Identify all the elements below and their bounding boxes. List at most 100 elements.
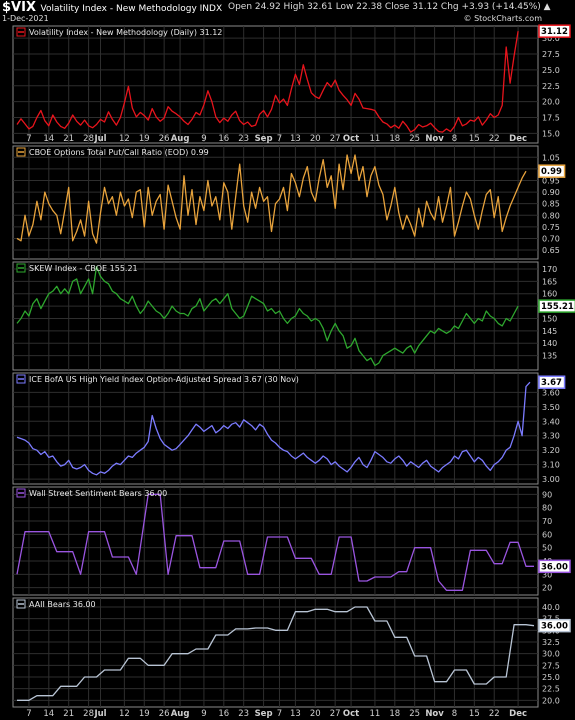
x-axis-label-top: 16	[218, 134, 229, 144]
y-tick-label: 150	[542, 314, 557, 323]
last-value-label: 31.12	[541, 27, 568, 37]
panel-6-frame	[12, 597, 539, 708]
symbol-name: Volatility Index - New Methodology INDX	[40, 4, 223, 14]
last-value-label: 155.21	[541, 302, 574, 312]
y-tick-label: 22.5	[542, 685, 560, 694]
x-axis-label-top: 13	[290, 134, 301, 144]
panel-2-frame	[12, 145, 539, 260]
x-axis-label-bottom: 25	[409, 709, 420, 719]
x-axis-label-bottom: 12	[119, 709, 130, 719]
chart-header: $VIX Volatility Index - New Methodology …	[0, 0, 575, 26]
y-tick-label: 0.85	[542, 200, 560, 209]
series-line-5	[16, 493, 534, 591]
y-tick-label: 0.95	[542, 176, 560, 185]
x-axis-label-bottom: 19	[139, 709, 150, 719]
x-axis-label-top: 28	[83, 134, 94, 144]
chart-date: 1-Dec-2021	[2, 14, 49, 23]
y-tick-label: 27.5	[542, 661, 560, 670]
series-line-1	[16, 31, 519, 133]
last-value-box	[538, 618, 571, 633]
panel-5-frame	[12, 486, 539, 596]
y-tick-label: 30.0	[542, 34, 560, 43]
y-tick-label: 0.65	[542, 246, 560, 255]
x-axis-label-top: 19	[139, 134, 150, 144]
y-tick-label: 30	[542, 570, 552, 579]
x-axis-label-bottom: 15	[469, 709, 480, 719]
series-line-2	[16, 154, 527, 244]
x-axis-label-bottom: 13	[290, 709, 301, 719]
x-axis-label-top: 7	[277, 134, 282, 144]
x-axis-label-bottom: 22	[489, 709, 500, 719]
last-value-label: 3.67	[541, 378, 562, 388]
x-axis-label-top: Nov	[425, 134, 444, 144]
x-axis-label-bottom: 11	[370, 709, 381, 719]
x-axis-label-bottom: 18	[389, 709, 400, 719]
x-axis-label-bottom: 16	[218, 709, 229, 719]
y-tick-label: 27.5	[542, 50, 560, 59]
x-axis-label-top: Aug	[171, 134, 190, 144]
y-tick-label: 80	[542, 504, 552, 513]
x-axis-label-top: 20	[310, 134, 321, 144]
y-tick-label: 3.20	[542, 446, 560, 455]
x-axis-label-bottom: Nov	[425, 709, 444, 719]
last-value-box	[538, 164, 566, 178]
x-axis-label-top: Jul	[93, 134, 106, 144]
x-axis-label-bottom: Sep	[255, 709, 273, 719]
x-axis-label-top: 23	[238, 134, 249, 144]
x-axis-label-bottom: 21	[63, 709, 74, 719]
x-axis-label-bottom: 20	[310, 709, 321, 719]
y-tick-label: 0.75	[542, 223, 560, 232]
last-value-box	[538, 24, 571, 38]
y-tick-label: 60	[542, 530, 552, 539]
panel-1-frame	[12, 25, 539, 144]
x-axis-label-top: 9	[201, 134, 206, 144]
y-tick-label: 165	[542, 277, 557, 286]
ohlc-readout: Open 24.92 High 32.61 Low 22.38 Close 31…	[228, 2, 551, 12]
y-tick-label: 20.0	[542, 696, 560, 705]
series-line-4	[16, 381, 531, 476]
x-axis-label-bottom: Oct	[343, 709, 359, 719]
x-axis-label-top: 14	[43, 134, 54, 144]
y-tick-label: 50	[542, 544, 552, 553]
x-axis-label-bottom: 23	[238, 709, 249, 719]
last-value-box	[538, 559, 571, 574]
symbol-title: $VIX Volatility Index - New Methodology …	[2, 0, 223, 15]
last-value-label: 36.00	[541, 622, 568, 632]
stockcharts-credit: © StockCharts.com	[463, 14, 542, 23]
panel-title: AAII Bears 36.00	[29, 600, 96, 609]
panel-title: CBOE Options Total Put/Call Ratio (EOD) …	[29, 148, 209, 157]
y-tick-label: 3.50	[542, 403, 560, 412]
y-tick-label: 15.0	[542, 129, 560, 138]
x-axis-label-bottom: Aug	[171, 709, 190, 719]
x-axis-label-bottom: 9	[201, 709, 206, 719]
last-value-label: 0.99	[541, 167, 562, 177]
x-axis-label-top: Oct	[343, 134, 359, 144]
x-axis-label-top: 18	[389, 134, 400, 144]
x-axis-label-top: Sep	[255, 134, 273, 144]
x-axis-label-bottom: 14	[43, 709, 54, 719]
y-tick-label: 3.60	[542, 388, 560, 397]
x-axis-label-top: 15	[469, 134, 480, 144]
y-tick-label: 145	[542, 327, 557, 336]
x-axis-label-bottom: 7	[26, 709, 31, 719]
y-tick-label: 160	[542, 290, 557, 299]
y-tick-label: 135	[542, 352, 557, 361]
panel-title: Wall Street Sentiment Bears 36.00	[29, 489, 167, 498]
x-axis-label-bottom: 8	[452, 709, 457, 719]
y-tick-label: 170	[542, 265, 557, 274]
x-axis-label-top: 27	[330, 134, 341, 144]
x-axis-label-bottom: 7	[277, 709, 282, 719]
y-tick-label: 70	[542, 517, 552, 526]
x-axis-label-top: Dec	[509, 134, 527, 144]
series-line-3	[16, 265, 519, 367]
y-tick-label: 1.05	[542, 153, 560, 162]
panel-3-frame	[12, 261, 539, 371]
last-value-box	[538, 375, 566, 389]
x-axis-label-bottom: Jul	[93, 709, 106, 719]
panel-title: SKEW Index - CBOE 155.21	[29, 264, 138, 273]
x-axis-label-bottom: Dec	[509, 709, 527, 719]
y-tick-label: 0.80	[542, 211, 560, 220]
last-value-box	[538, 299, 575, 313]
